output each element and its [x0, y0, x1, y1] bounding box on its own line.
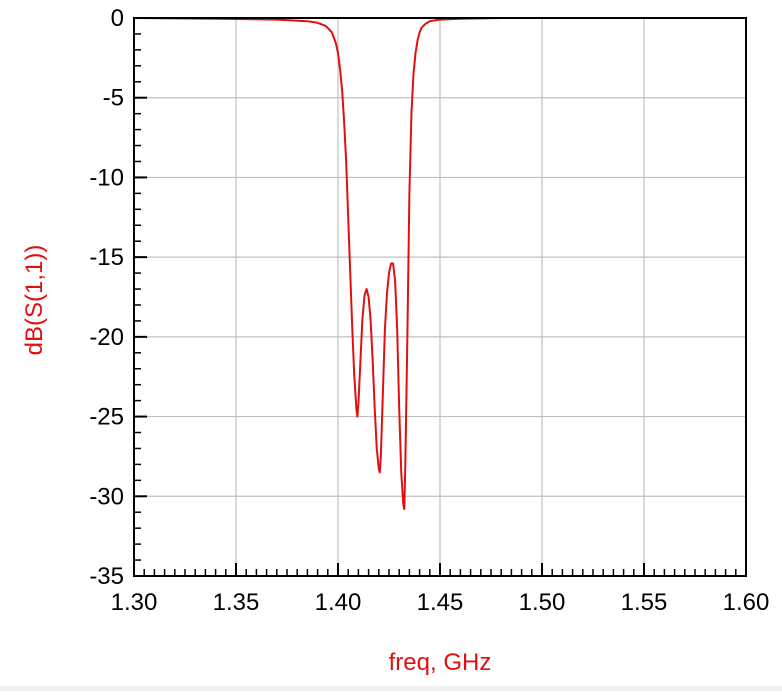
x-tick-label-3: 1.45: [417, 589, 464, 616]
x-tick-label-1: 1.35: [213, 589, 260, 616]
x-tick-label-0: 1.30: [111, 589, 158, 616]
y-tick-label-7: -35: [89, 563, 124, 590]
y-tick-label-6: -30: [89, 483, 124, 510]
x-tick-labels: 1.30 1.35 1.40 1.45 1.50 1.55 1.60: [111, 589, 770, 616]
x-axis-title: freq, GHz: [389, 649, 492, 676]
series-layer: [133, 17, 747, 511]
y-tick-label-2: -10: [89, 164, 124, 191]
y-tick-label-0: 0: [111, 5, 124, 32]
y-axis-title: dB(S(1,1)): [21, 245, 48, 356]
series-line-0: [133, 17, 747, 511]
bottom-strip: [0, 686, 782, 691]
minor-tick-layer: [134, 33, 737, 576]
x-tick-label-5: 1.55: [621, 589, 668, 616]
x-tick-label-4: 1.50: [519, 589, 566, 616]
x-tick-label-6: 1.60: [723, 589, 770, 616]
y-tick-label-5: -25: [89, 404, 124, 431]
y-tick-label-4: -20: [89, 324, 124, 351]
y-tick-label-3: -15: [89, 244, 124, 271]
y-tick-label-1: -5: [103, 85, 124, 112]
grid-layer: [133, 17, 747, 577]
y-tick-labels: 0 -5 -10 -15 -20 -25 -30 -35: [89, 5, 124, 590]
x-tick-label-2: 1.40: [315, 589, 362, 616]
plot-frame: [133, 17, 747, 577]
